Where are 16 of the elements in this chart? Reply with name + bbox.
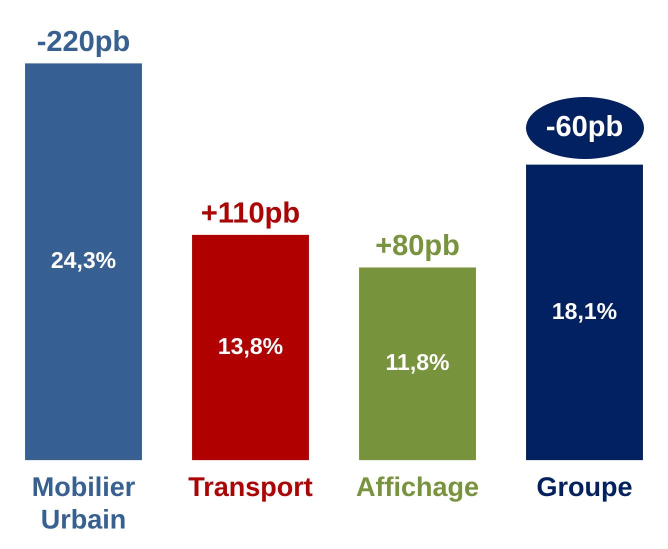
bar xyxy=(526,164,643,460)
annotation: -220pb xyxy=(36,26,130,58)
annotation: +80pb xyxy=(375,230,460,262)
data-label: 24,3% xyxy=(50,247,116,274)
x-tick-label: Mobilier Urbain xyxy=(32,472,136,534)
annotation: +110pb xyxy=(200,197,300,230)
annotation: -60pb xyxy=(546,111,624,144)
data-label: 13,8% xyxy=(218,332,284,359)
bar xyxy=(359,268,476,460)
data-label: 11,8% xyxy=(386,349,450,376)
data-label: 18,1% xyxy=(552,298,618,324)
bar xyxy=(25,63,142,460)
bar xyxy=(192,234,309,460)
x-tick-label: Affichage xyxy=(356,472,480,502)
x-tick-label: Groupe xyxy=(536,472,633,502)
x-tick-label: Transport xyxy=(188,472,313,502)
